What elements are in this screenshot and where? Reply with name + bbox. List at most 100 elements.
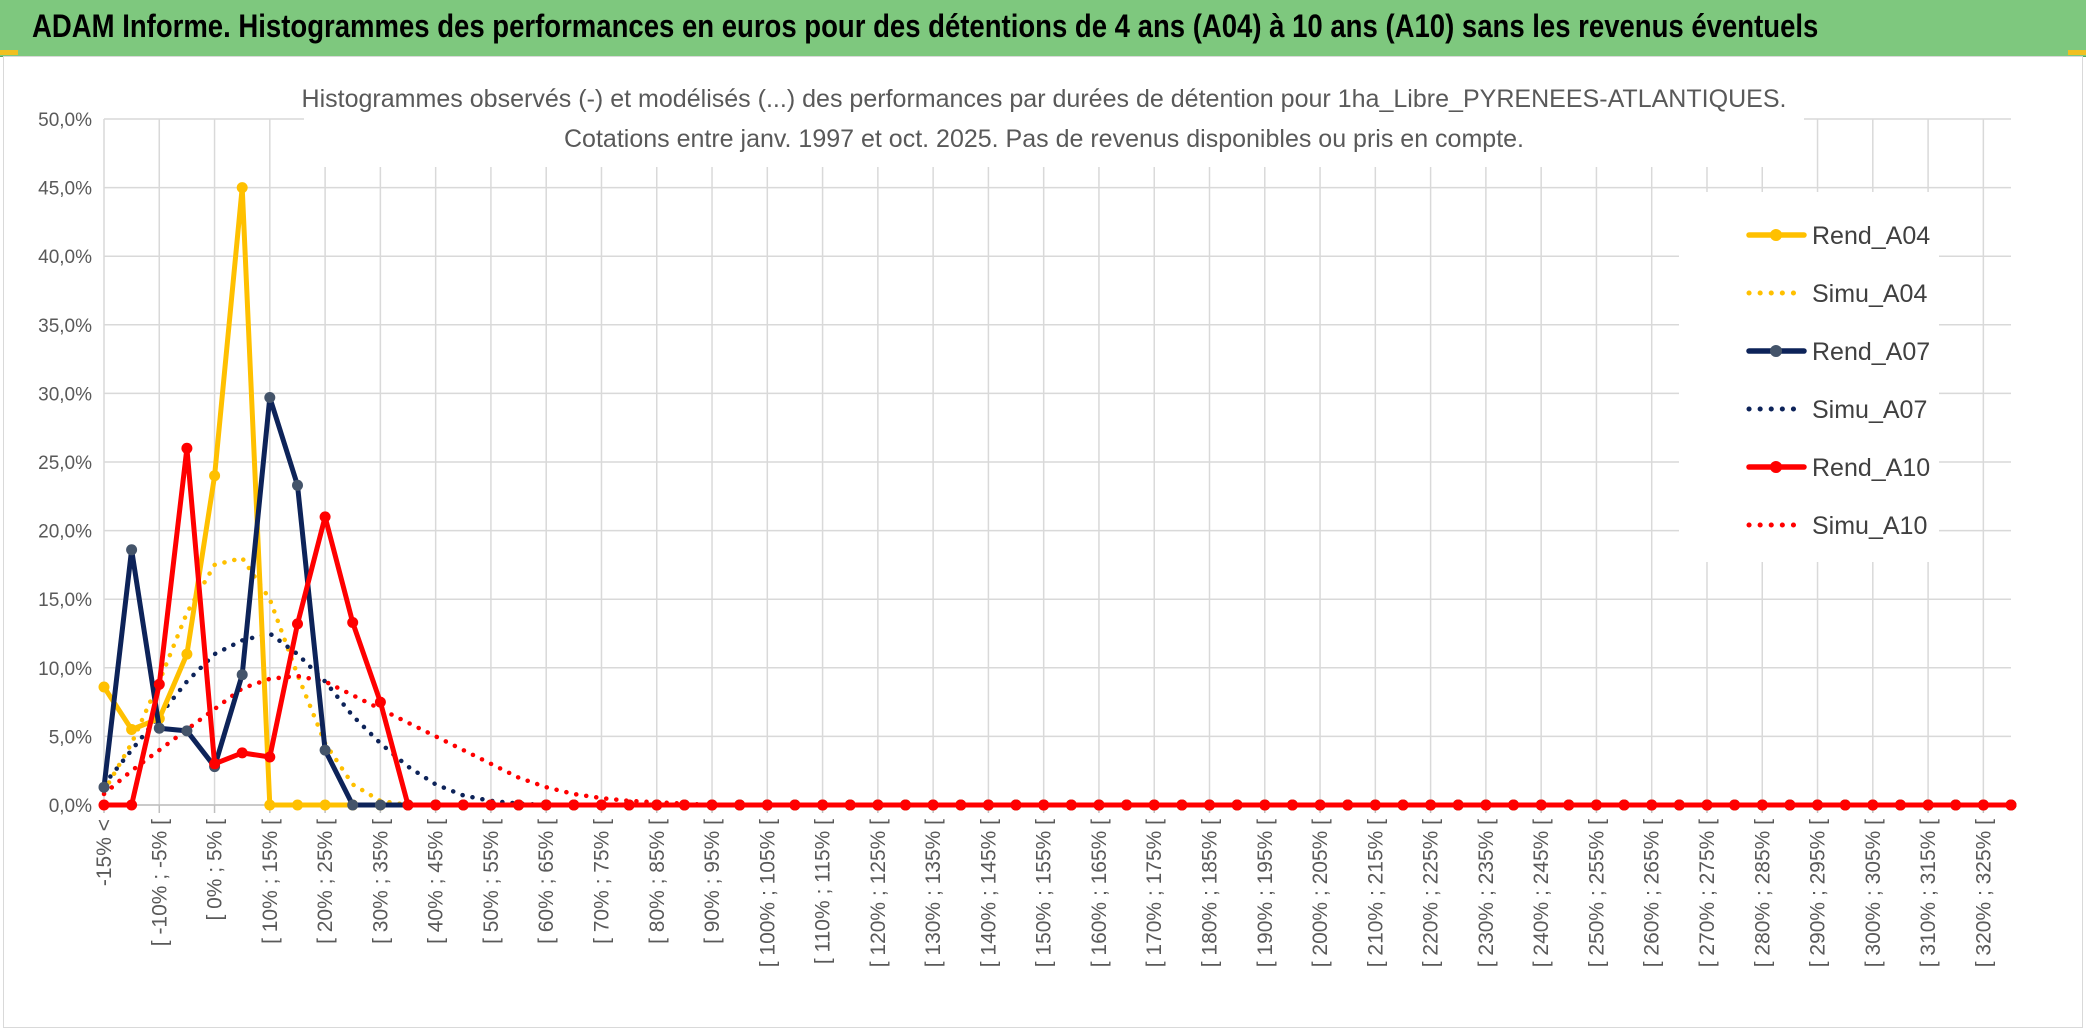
point-Rend_A10	[540, 799, 552, 811]
x-tick-label: [ 220% ; 225% [	[1420, 819, 1443, 967]
point-Rend_A10	[761, 799, 773, 811]
point-Rend_A10	[1231, 799, 1243, 811]
x-tick-label: [ 300% ; 305% [	[1862, 819, 1885, 967]
point-Rend_A10	[236, 747, 248, 759]
x-tick-label: [ 240% ; 245% [	[1530, 819, 1553, 967]
x-tick-label: [ 10% ; 15% [	[259, 819, 282, 944]
point-Rend_A10	[1010, 799, 1022, 811]
legend-label: Rend_A07	[1812, 338, 1930, 366]
x-tick-label: [ 130% ; 135% [	[922, 819, 945, 967]
point-Rend_A10	[1480, 799, 1492, 811]
point-Rend_A10	[1784, 799, 1796, 811]
point-Rend_A10	[1950, 799, 1962, 811]
y-tick-label: 10,0%	[38, 659, 92, 680]
point-Rend_A07	[264, 392, 276, 403]
x-tick-label: [ 180% ; 185% [	[1199, 819, 1222, 967]
x-tick-label: [ 80% ; 85% [	[646, 819, 669, 944]
point-Rend_A07	[98, 781, 110, 793]
point-Rend_A10	[457, 799, 469, 811]
point-Rend_A04	[292, 799, 303, 811]
point-Rend_A07	[292, 479, 303, 491]
point-Rend_A10	[1922, 799, 1934, 811]
y-tick-label: 30,0%	[38, 384, 92, 405]
point-Rend_A04	[98, 681, 110, 693]
chart-frame: 0,0% 5,0% 10,0% 15,0% 20,0% 25,0% 30,0% 35,0% 40…	[3, 56, 2083, 1028]
point-Rend_A10	[1065, 799, 1077, 811]
x-tick-label: [ 100% ; 105% [	[756, 819, 779, 967]
legend-background	[1679, 192, 1939, 562]
title-background	[304, 77, 1804, 167]
point-Rend_A04	[181, 648, 193, 660]
x-tick-label: [ 230% ; 235% [	[1475, 819, 1498, 967]
point-Rend_A10	[1148, 799, 1160, 811]
legend: Rend_A04 Simu_A04 Rend_A07 Simu_A07 Rend_A10…	[1679, 192, 1939, 562]
x-tick-label: [ 140% ; 145% [	[977, 819, 1000, 967]
point-Rend_A10	[292, 618, 303, 630]
x-tick-label: [ 210% ; 215% [	[1364, 819, 1387, 967]
x-tick-label: [ 250% ; 255% [	[1585, 819, 1608, 967]
histogram-chart: 0,0% 5,0% 10,0% 15,0% 20,0% 25,0% 30,0% 35,0% 40…	[38, 77, 2017, 967]
legend-label: Simu_A04	[1812, 280, 1927, 308]
point-Rend_A07	[236, 669, 248, 681]
point-Rend_A10	[1729, 799, 1741, 811]
x-axis: -15% < [ -10% ; -5% [[ 0% ; 5% [[ 10% ; 1…	[93, 804, 2011, 967]
y-tick-label: 0,0%	[49, 796, 92, 817]
point-Rend_A10	[430, 799, 442, 811]
point-Rend_A10	[1535, 799, 1547, 811]
point-Rend_A10	[209, 758, 221, 770]
point-Rend_A10	[1508, 799, 1519, 811]
point-Rend_A10	[1259, 799, 1271, 811]
legend-marker	[1770, 229, 1782, 241]
point-Rend_A10	[402, 799, 414, 811]
point-Rend_A10	[900, 799, 911, 811]
series-Simu_A07	[101, 631, 2014, 808]
point-Rend_A10	[181, 442, 193, 454]
point-Rend_A10	[1701, 799, 1713, 811]
point-Rend_A10	[927, 799, 939, 811]
point-Rend_A10	[513, 799, 525, 811]
x-tick-label: [ 40% ; 45% [	[425, 819, 448, 944]
point-Rend_A10	[706, 799, 718, 811]
point-Rend_A10	[817, 799, 829, 811]
point-Rend_A10	[789, 799, 801, 811]
x-tick-label: [ 90% ; 95% [	[701, 819, 724, 944]
point-Rend_A10	[2005, 799, 2017, 811]
point-Rend_A10	[596, 799, 607, 811]
point-Rend_A10	[982, 799, 994, 811]
x-tick-label: [ 150% ; 155% [	[1033, 819, 1056, 967]
chart-subtitle: Cotations entre janv. 1997 et oct. 2025.…	[564, 125, 1524, 153]
point-Rend_A10	[651, 799, 663, 811]
x-tick-label: [ 200% ; 205% [	[1309, 819, 1332, 967]
point-Rend_A04	[264, 799, 276, 811]
legend-label: Rend_A04	[1812, 222, 1930, 250]
point-Rend_A07	[319, 744, 331, 756]
x-tick-label: [ 320% ; 325% [	[1972, 819, 1995, 967]
legend-marker	[1770, 345, 1782, 357]
point-Rend_A10	[1590, 799, 1602, 811]
point-Rend_A10	[153, 678, 165, 690]
point-Rend_A10	[844, 799, 856, 811]
point-Rend_A07	[374, 799, 386, 811]
point-Rend_A04	[319, 799, 331, 811]
legend-label: Simu_A07	[1812, 396, 1927, 424]
point-Rend_A10	[1369, 799, 1381, 811]
x-tick-label: [ 160% ; 165% [	[1088, 819, 1111, 967]
corner-mark-left	[0, 50, 18, 55]
x-tick-label: [ 70% ; 75% [	[590, 819, 613, 944]
point-Rend_A10	[1204, 799, 1215, 811]
x-tick-label: [ 290% ; 295% [	[1807, 819, 1830, 967]
x-tick-label: [ 270% ; 275% [	[1696, 819, 1719, 967]
x-tick-label: [ 20% ; 25% [	[314, 819, 337, 944]
series-Rend_A10	[101, 445, 2014, 808]
x-tick-label: [ 170% ; 175% [	[1143, 819, 1166, 967]
point-Rend_A10	[1176, 799, 1188, 811]
point-Rend_A10	[1563, 799, 1575, 811]
report-header: ADAM Informe. Histogrammes des performan…	[0, 0, 2086, 57]
point-Rend_A10	[1618, 799, 1630, 811]
y-tick-label: 45,0%	[38, 179, 92, 200]
point-Rend_A10	[1646, 799, 1658, 811]
point-Rend_A10	[1342, 799, 1354, 811]
point-Rend_A10	[1093, 799, 1105, 811]
point-Rend_A07	[347, 799, 359, 811]
x-tick-label: [ 0% ; 5% [	[204, 819, 227, 921]
